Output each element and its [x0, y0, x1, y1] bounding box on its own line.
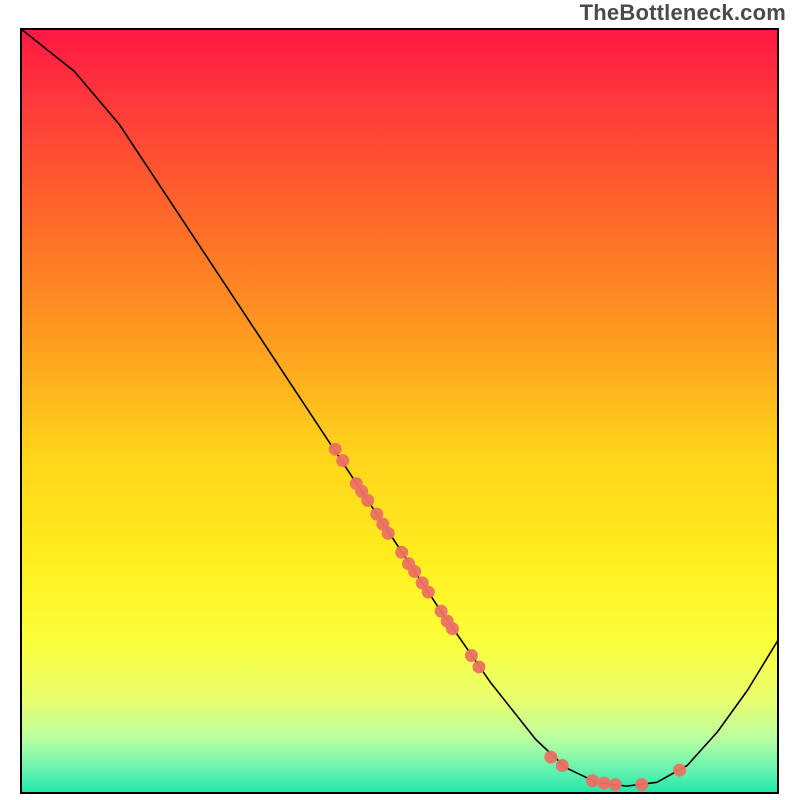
data-marker [395, 546, 408, 559]
data-marker [597, 777, 610, 790]
data-marker [329, 443, 342, 456]
bottleneck-curve [21, 29, 778, 786]
watermark-text: TheBottleneck.com [580, 0, 786, 26]
data-marker [472, 660, 485, 673]
data-marker [609, 778, 622, 791]
data-marker [336, 454, 349, 467]
data-marker [446, 622, 459, 635]
data-marker [586, 774, 599, 787]
plot-overlay [21, 29, 778, 793]
data-marker [408, 565, 421, 578]
data-marker [544, 751, 557, 764]
data-marker [465, 649, 478, 662]
plot-border [21, 29, 778, 793]
data-marker [361, 494, 374, 507]
data-marker [556, 759, 569, 772]
plot-frame [21, 29, 778, 793]
chart-container: TheBottleneck.com [0, 0, 800, 800]
data-marker [635, 778, 648, 791]
data-marker [673, 764, 686, 777]
data-markers [329, 443, 686, 791]
data-marker [422, 586, 435, 599]
data-marker [382, 527, 395, 540]
